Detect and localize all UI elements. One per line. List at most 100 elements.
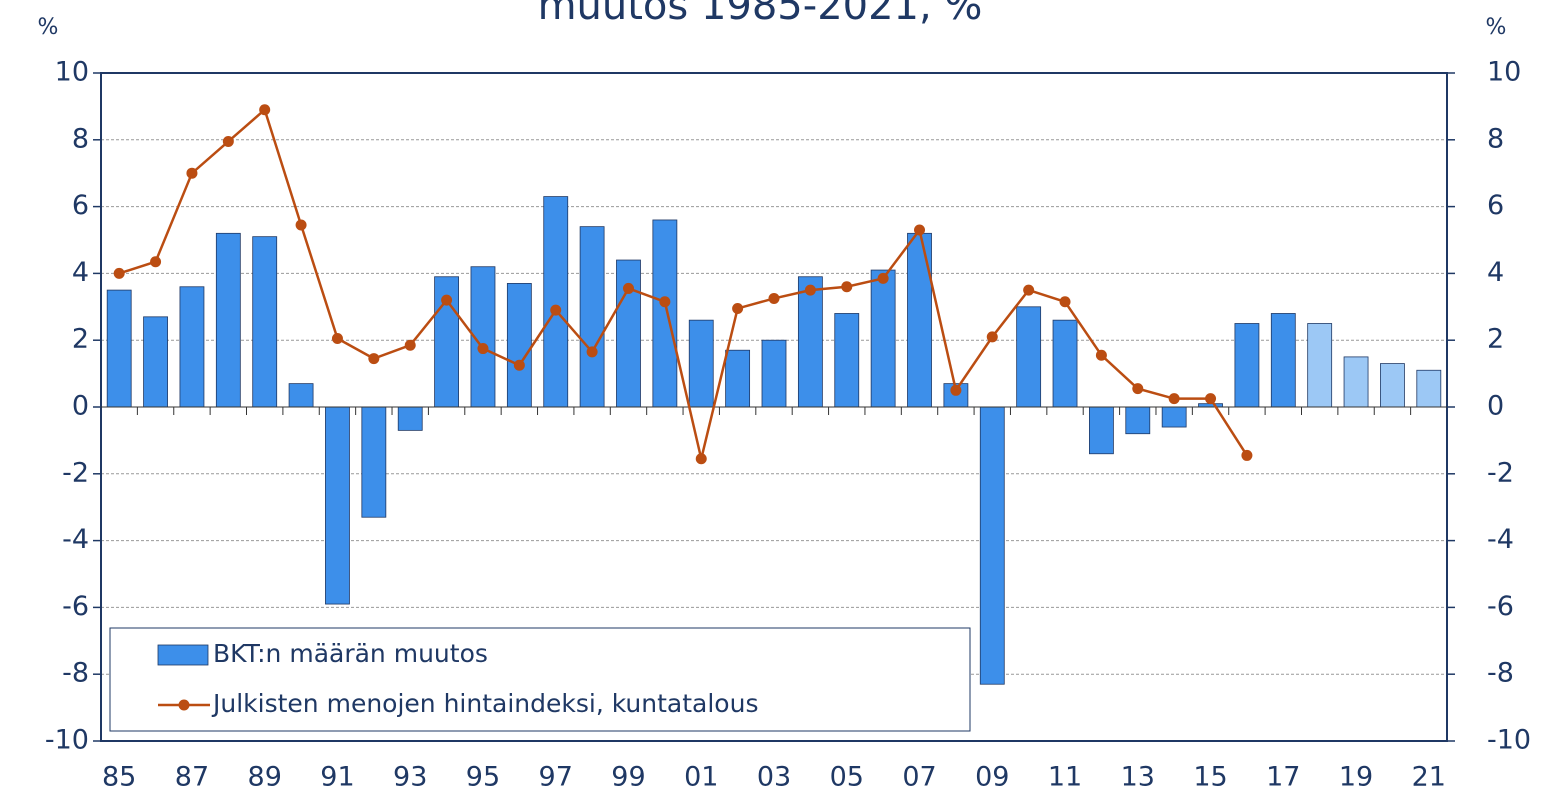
line-point <box>768 292 780 304</box>
bar <box>1307 323 1333 408</box>
bar <box>1198 403 1223 408</box>
bar <box>907 232 932 408</box>
y-tick-label: 10 <box>55 57 89 88</box>
x-tick-label: 07 <box>902 762 936 793</box>
line-point <box>259 104 271 116</box>
bar <box>143 316 168 408</box>
x-tick-label: 15 <box>1193 762 1227 793</box>
legend-marker <box>178 699 190 711</box>
line-point <box>1168 393 1180 405</box>
line-point <box>1059 296 1071 308</box>
y2-tick-label: -10 <box>1487 725 1531 756</box>
y-axis-unit: % <box>38 15 59 40</box>
y2-tick-label: 8 <box>1487 123 1504 154</box>
legend-label: BKT:n määrän muutos <box>213 639 488 668</box>
x-tick-label: 87 <box>175 762 209 793</box>
line-point <box>513 359 525 371</box>
bar <box>106 289 132 408</box>
line-point <box>1095 349 1107 361</box>
chart-title: muutos 1985-2021, % <box>538 0 983 29</box>
x-tick-label: 05 <box>830 762 864 793</box>
legend-swatch <box>157 644 209 666</box>
x-tick-label: 09 <box>975 762 1009 793</box>
bar <box>1234 323 1260 408</box>
y-tick-label: -10 <box>45 725 89 756</box>
line-point <box>914 224 926 236</box>
bar <box>1125 406 1151 435</box>
bar <box>1270 313 1296 408</box>
bar <box>761 339 787 408</box>
line-point <box>1023 284 1035 296</box>
bar <box>506 283 532 408</box>
bar <box>979 406 1005 685</box>
y2-tick-label: 10 <box>1487 57 1521 88</box>
y2-tick-label: -4 <box>1487 524 1514 555</box>
line-point <box>877 272 889 284</box>
line-point <box>222 135 234 147</box>
y2-tick-label: 2 <box>1487 324 1504 355</box>
x-tick-label: 13 <box>1121 762 1155 793</box>
line-point <box>331 333 343 345</box>
bar <box>652 219 678 408</box>
x-tick-label: 89 <box>248 762 282 793</box>
y-tick-label: -4 <box>62 524 89 555</box>
x-tick-label: 01 <box>684 762 718 793</box>
bar <box>325 406 350 605</box>
line-point <box>732 302 744 314</box>
bar <box>1416 369 1442 408</box>
y2-tick-label: 0 <box>1487 391 1504 422</box>
bar <box>616 259 641 408</box>
x-tick-label: 19 <box>1339 762 1373 793</box>
y2-tick-label: -6 <box>1487 591 1514 622</box>
line-point <box>550 304 562 316</box>
line-point <box>150 256 162 268</box>
line-point <box>1132 383 1144 395</box>
x-tick-label: 99 <box>611 762 645 793</box>
x-tick-label: 11 <box>1048 762 1082 793</box>
bar <box>579 226 605 408</box>
y2-tick-label: 6 <box>1487 190 1504 221</box>
line-point <box>113 267 125 279</box>
y-tick-label: -2 <box>62 457 89 488</box>
y2-axis-unit: % <box>1486 15 1507 40</box>
y2-tick-label: 4 <box>1487 257 1504 288</box>
x-tick-label: 03 <box>757 762 791 793</box>
bar <box>215 232 241 408</box>
y-tick-label: 8 <box>72 123 89 154</box>
line-point <box>659 296 671 308</box>
line-point <box>295 219 307 231</box>
bar <box>288 383 314 408</box>
line <box>118 107 1248 460</box>
line-point <box>404 339 416 351</box>
bar <box>834 313 860 408</box>
bar <box>870 269 896 408</box>
x-tick-label: 85 <box>102 762 136 793</box>
line-point <box>586 346 598 358</box>
x-tick-label: 93 <box>393 762 427 793</box>
y-tick-label: -6 <box>62 591 89 622</box>
line-point <box>950 384 962 396</box>
bar <box>797 276 823 408</box>
line-point <box>1205 393 1217 405</box>
bar <box>252 236 278 408</box>
legend-label: Julkisten menojen hintaindeksi, kuntatal… <box>211 689 758 718</box>
y-tick-label: 0 <box>72 391 89 422</box>
bar <box>397 406 423 431</box>
y2-tick-label: -2 <box>1487 457 1514 488</box>
bar <box>688 319 714 408</box>
x-tick-label: 95 <box>466 762 500 793</box>
line-point <box>1241 449 1253 461</box>
y-tick-label: 4 <box>72 257 89 288</box>
bar <box>1161 406 1187 428</box>
x-tick-label: 21 <box>1412 762 1446 793</box>
x-tick-label: 97 <box>539 762 573 793</box>
line-point <box>622 282 634 294</box>
line-point <box>804 284 816 296</box>
x-tick-label: 17 <box>1266 762 1300 793</box>
x-tick-label: 91 <box>320 762 354 793</box>
bar <box>1016 306 1042 408</box>
bar <box>1089 406 1114 455</box>
line-point <box>986 331 998 343</box>
bar <box>1052 319 1078 408</box>
